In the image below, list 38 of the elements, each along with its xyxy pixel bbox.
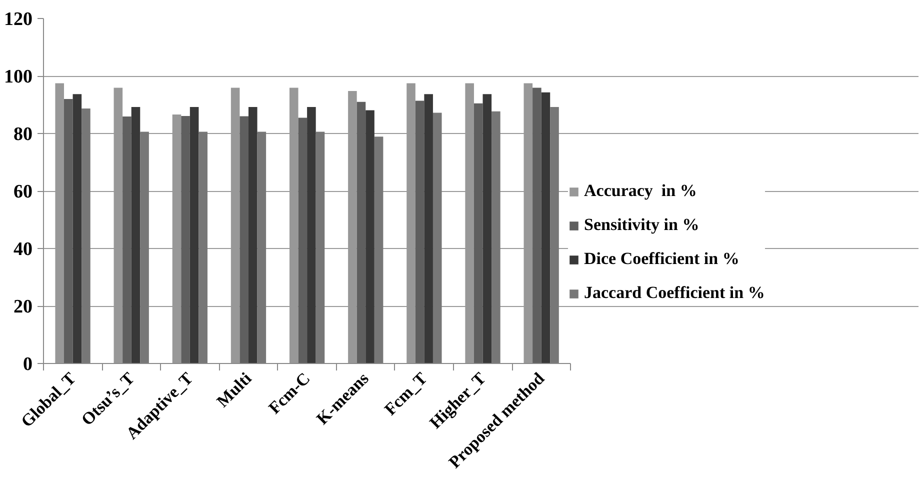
legend-label: Accuracy in %: [584, 181, 697, 201]
bar: [298, 118, 308, 364]
y-tick-label: 100: [4, 66, 32, 88]
y-tick-label: 20: [14, 296, 32, 318]
bar: [532, 88, 542, 364]
bar: [415, 100, 424, 364]
bar: [257, 132, 266, 364]
bar: [307, 107, 316, 364]
bar: [316, 132, 325, 364]
bar: [122, 116, 132, 364]
bar: [72, 94, 82, 364]
bar: [550, 107, 559, 364]
bar: [541, 92, 550, 364]
bar: [356, 102, 366, 364]
legend-label: Dice Coefficient in %: [584, 249, 740, 269]
bar: [474, 103, 483, 364]
bar: [190, 107, 199, 364]
bar: [482, 94, 492, 364]
bar: [198, 132, 208, 364]
bar: [366, 110, 374, 364]
y-tick-label: 80: [14, 124, 32, 145]
bar: [82, 108, 90, 364]
y-tick-label: 60: [14, 182, 32, 202]
bar: [240, 116, 248, 364]
y-tick-label: 120: [4, 9, 32, 30]
bar: [248, 107, 258, 364]
bar: [64, 99, 73, 364]
bar: [424, 94, 433, 364]
bar: [140, 132, 149, 364]
bar: [432, 112, 442, 364]
legend-label: Jaccard Coefficient in %: [584, 283, 765, 303]
legend-label: Sensitivity in %: [584, 215, 700, 235]
y-tick-label: 0: [23, 354, 32, 375]
bar: [374, 136, 384, 364]
bar: [131, 107, 140, 364]
bar: [181, 116, 190, 364]
bar: [492, 111, 500, 364]
y-tick-label: 40: [14, 239, 32, 260]
